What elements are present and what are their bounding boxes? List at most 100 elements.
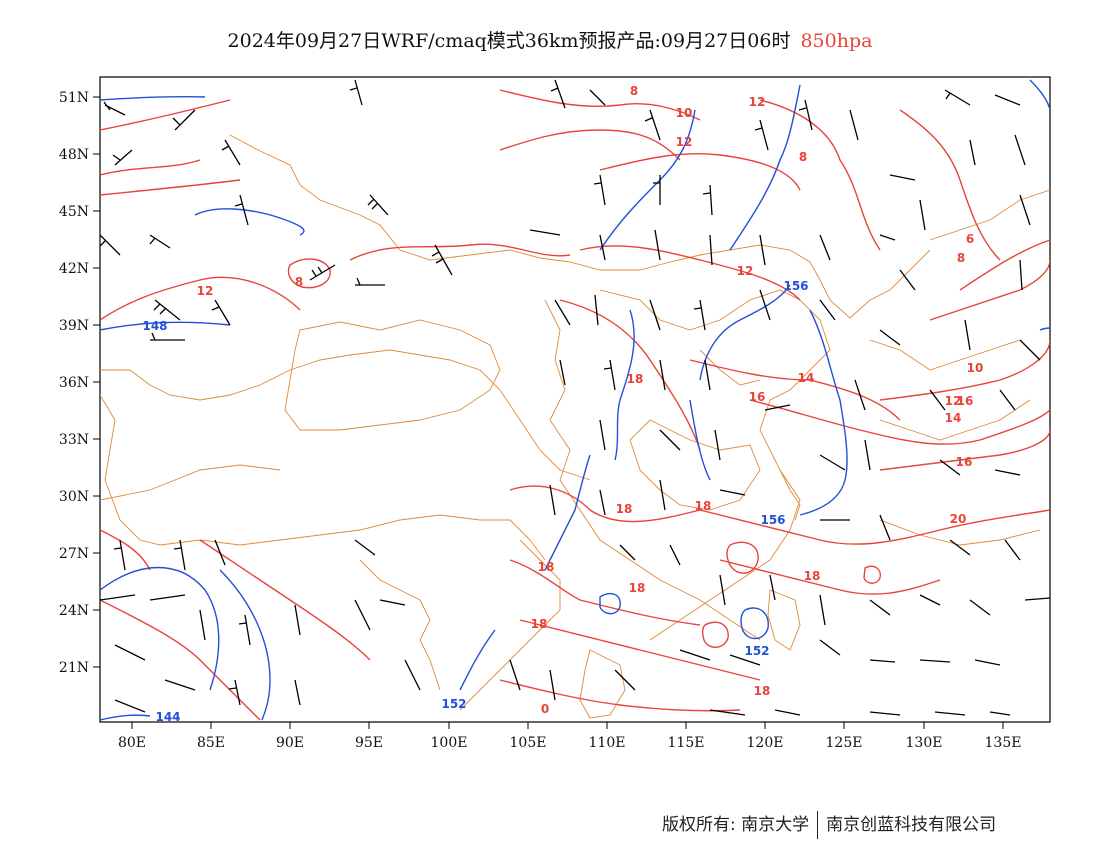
temperature-label: 18 [754, 684, 771, 698]
wind-barb [214, 539, 226, 566]
height-contour [219, 569, 271, 721]
wind-barb [113, 539, 126, 571]
wind-barb [294, 604, 301, 636]
wind-barb [989, 711, 1011, 716]
border-line [879, 519, 1041, 546]
temperature-contour [499, 129, 681, 161]
temperature-contour [509, 559, 701, 626]
temperature-contour [100, 99, 231, 131]
temperature-contour [929, 259, 1050, 321]
height-labels: 148 156 156 152 152 144 [142, 279, 808, 722]
wind-barb [529, 229, 561, 236]
wind-barb [150, 332, 185, 341]
temperature-label: 18 [616, 502, 633, 516]
wind-barb [149, 234, 171, 249]
wind-barb [819, 594, 826, 626]
lon-tick-label: 135E [985, 735, 1022, 751]
temperature-label: 10 [967, 361, 984, 375]
temperature-label: 18 [531, 617, 548, 631]
wind-barb [1019, 194, 1031, 226]
wind-barb [994, 94, 1021, 106]
wind-barb [729, 654, 761, 666]
wind-barb [1014, 134, 1026, 166]
wind-barb [864, 439, 871, 471]
temperature-contour [699, 509, 1050, 545]
wind-barb [221, 139, 241, 166]
border-line [699, 349, 761, 386]
wind-barb [719, 574, 726, 606]
wind-barb [819, 454, 846, 471]
wind-barb [554, 299, 571, 326]
temperature-contour [759, 99, 881, 251]
lat-tick-label: 30N [59, 489, 89, 505]
wind-barb [754, 119, 769, 151]
wind-barb [309, 264, 336, 281]
temperature-contour [287, 258, 331, 289]
lat-tick-label: 24N [59, 603, 89, 619]
temperature-contour [899, 109, 1001, 261]
lon-tick-label: 85E [197, 735, 225, 751]
wind-barb [114, 699, 146, 713]
temperature-contour [749, 399, 1050, 445]
wind-barb [854, 379, 866, 411]
lat-tick-label: 48N [59, 147, 89, 163]
wind-barb [819, 299, 836, 321]
temperature-contour [499, 679, 741, 712]
lat-tick-label: 42N [59, 261, 89, 277]
wind-barb [994, 469, 1021, 476]
wind-barb [1024, 597, 1050, 601]
temperature-contour [879, 429, 1050, 471]
temperature-contour [959, 239, 1050, 291]
height-contour [689, 399, 711, 481]
temperature-contour [726, 541, 759, 574]
height-contour [1039, 327, 1050, 331]
wind-barb [1019, 259, 1023, 291]
temperature-label: 12 [945, 394, 962, 408]
wind-barb [714, 429, 721, 461]
wind-barb [349, 79, 363, 106]
footer-left: 版权所有: 南京大学 [662, 815, 810, 835]
wind-barb [939, 459, 961, 476]
wind-barb [550, 79, 566, 109]
temperature-contour [100, 599, 261, 721]
wind-barb [693, 299, 706, 331]
height-contour [544, 454, 591, 571]
wind-barb [702, 184, 713, 216]
wind-barb [100, 234, 121, 256]
wind-barb [164, 679, 196, 691]
border-line [879, 399, 1031, 441]
temperature-contour [199, 539, 371, 661]
temperature-label: 12 [676, 135, 693, 149]
wind-barb [619, 544, 636, 561]
temperature-contour [509, 485, 701, 523]
wind-barb [919, 659, 951, 663]
temperature-label: 8 [799, 150, 807, 164]
lat-tick-label: 21N [59, 660, 89, 676]
temperature-label: 16 [956, 455, 973, 469]
height-label: 152 [744, 644, 769, 658]
wind-barb [589, 89, 606, 106]
temperature-label: 8 [630, 84, 638, 98]
border-line [100, 349, 591, 481]
height-label: 152 [441, 697, 466, 711]
wind-barb [654, 229, 661, 261]
lon-tick-label: 100E [431, 735, 468, 751]
wind-barb [869, 599, 891, 616]
border-line [229, 134, 931, 319]
wind-barb [603, 359, 616, 391]
temperature-label: 18 [804, 569, 821, 583]
temperature-label: 12 [749, 95, 766, 109]
title-level: 850hpa [800, 30, 873, 52]
wind-barb [367, 194, 389, 216]
wind-barb [559, 359, 566, 386]
wind-barb [879, 234, 896, 241]
height-contour [699, 284, 791, 381]
wind-barb [709, 234, 713, 266]
wind-barb [999, 389, 1016, 411]
wind-barb [719, 489, 746, 496]
border-line [100, 394, 546, 561]
wind-barb [599, 419, 606, 451]
temperature-label: 16 [749, 390, 766, 404]
height-contour [599, 592, 621, 615]
temperature-label: 18 [538, 560, 555, 574]
